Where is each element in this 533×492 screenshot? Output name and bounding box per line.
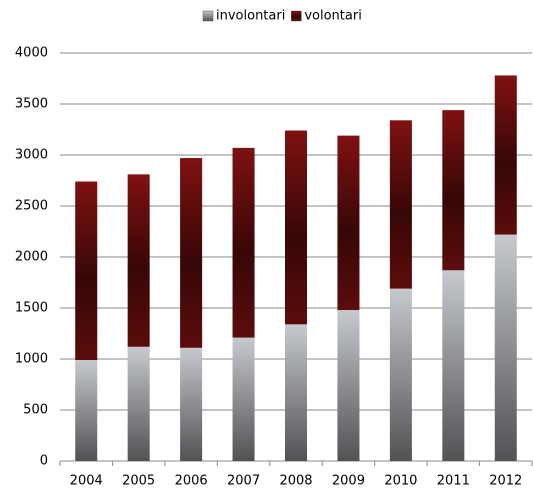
bar-segment (75, 360, 98, 461)
x-tick-label: 2007 (227, 474, 260, 489)
x-tick-label: 2006 (175, 474, 208, 489)
bar-segment (180, 347, 203, 461)
x-tick-label: 2010 (384, 474, 417, 489)
bar-segment (127, 174, 150, 347)
x-tick-label: 2004 (70, 474, 103, 489)
y-tick-label: 0 (40, 454, 48, 469)
bar-segment (442, 110, 465, 271)
bar-segment (494, 234, 517, 461)
bar-segment (180, 158, 203, 348)
bar-segment (127, 346, 150, 461)
bar-segment (232, 147, 255, 338)
x-tick-label: 2005 (122, 474, 155, 489)
bar-segment (442, 270, 465, 461)
bar-segment (75, 181, 98, 361)
x-tick-label: 2008 (279, 474, 312, 489)
legend-swatch (202, 10, 214, 22)
legend-label: volontari (304, 9, 361, 24)
y-tick-label: 500 (23, 403, 48, 418)
x-tick-label: 2009 (332, 474, 365, 489)
y-tick-label: 3500 (15, 97, 48, 112)
y-tick-label: 2000 (15, 250, 48, 265)
bar-segment (494, 75, 517, 235)
bar-segment (389, 120, 412, 289)
x-tick-label: 2012 (489, 474, 522, 489)
bar-segment (337, 135, 360, 311)
bar-segment (389, 288, 412, 461)
y-tick-label: 1000 (15, 352, 48, 367)
legend-swatch (291, 10, 302, 22)
y-tick-label: 1500 (15, 301, 48, 316)
y-tick-label: 4000 (15, 46, 48, 61)
bar-segment (284, 324, 308, 461)
legend-label: involontari (216, 9, 285, 24)
bar-segment (284, 130, 308, 325)
y-tick-label: 3000 (15, 148, 48, 163)
bar-segment (337, 310, 360, 461)
x-tick-label: 2011 (437, 474, 470, 489)
bar-segment (232, 337, 255, 461)
y-tick-label: 2500 (15, 199, 48, 214)
